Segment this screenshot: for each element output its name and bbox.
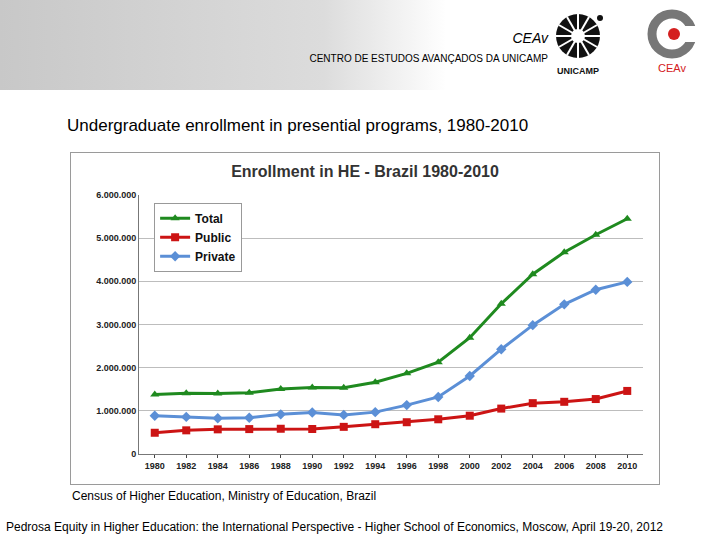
svg-text:UNICAMP: UNICAMP (557, 66, 599, 76)
svg-text:CEAv: CEAv (658, 62, 686, 74)
svg-text:2006: 2006 (554, 461, 574, 471)
svg-text:2002: 2002 (491, 461, 511, 471)
svg-text:Total: Total (195, 212, 223, 226)
html-text:Census of Higher Education, Mi: Census of Higher Education, Ministry of … (72, 489, 377, 503)
svg-text:2000: 2000 (460, 461, 480, 471)
svg-text:1996: 1996 (397, 461, 417, 471)
svg-text:Enrollment in HE - Brazil 1980: Enrollment in HE - Brazil 1980-2010 (231, 163, 499, 180)
html-text:Pedrosa Equity in Higher Educa: Pedrosa Equity in Higher Education: the … (6, 520, 663, 534)
svg-text:1994: 1994 (365, 461, 385, 471)
svg-text:1.000.000: 1.000.000 (96, 406, 136, 416)
svg-text:4.000.000: 4.000.000 (96, 276, 136, 286)
svg-text:1992: 1992 (334, 461, 354, 471)
svg-text:Private: Private (195, 250, 235, 264)
svg-text:1990: 1990 (302, 461, 322, 471)
svg-text:1998: 1998 (428, 461, 448, 471)
svg-text:2010: 2010 (617, 461, 637, 471)
html-text:Undergraduate enrollment in pr: Undergraduate enrollment in presential p… (67, 116, 529, 135)
svg-text:Public: Public (195, 231, 231, 245)
svg-text:6.000.000: 6.000.000 (96, 190, 136, 200)
svg-text:1982: 1982 (176, 461, 196, 471)
svg-text:3.000.000: 3.000.000 (96, 320, 136, 330)
svg-text:1980: 1980 (145, 461, 165, 471)
svg-text:2.000.000: 2.000.000 (96, 363, 136, 373)
svg-text:0: 0 (131, 449, 136, 459)
svg-text:5.000.000: 5.000.000 (96, 233, 136, 243)
svg-text:1984: 1984 (208, 461, 228, 471)
html-text:CEAv: CEAv (512, 30, 548, 46)
html-text:CENTRO DE ESTUDOS AVANÇADOS DA: CENTRO DE ESTUDOS AVANÇADOS DA UNICAMP (309, 53, 548, 64)
svg-text:1988: 1988 (271, 461, 291, 471)
svg-text:1986: 1986 (239, 461, 259, 471)
svg-text:2008: 2008 (586, 461, 606, 471)
svg-text:2004: 2004 (523, 461, 543, 471)
